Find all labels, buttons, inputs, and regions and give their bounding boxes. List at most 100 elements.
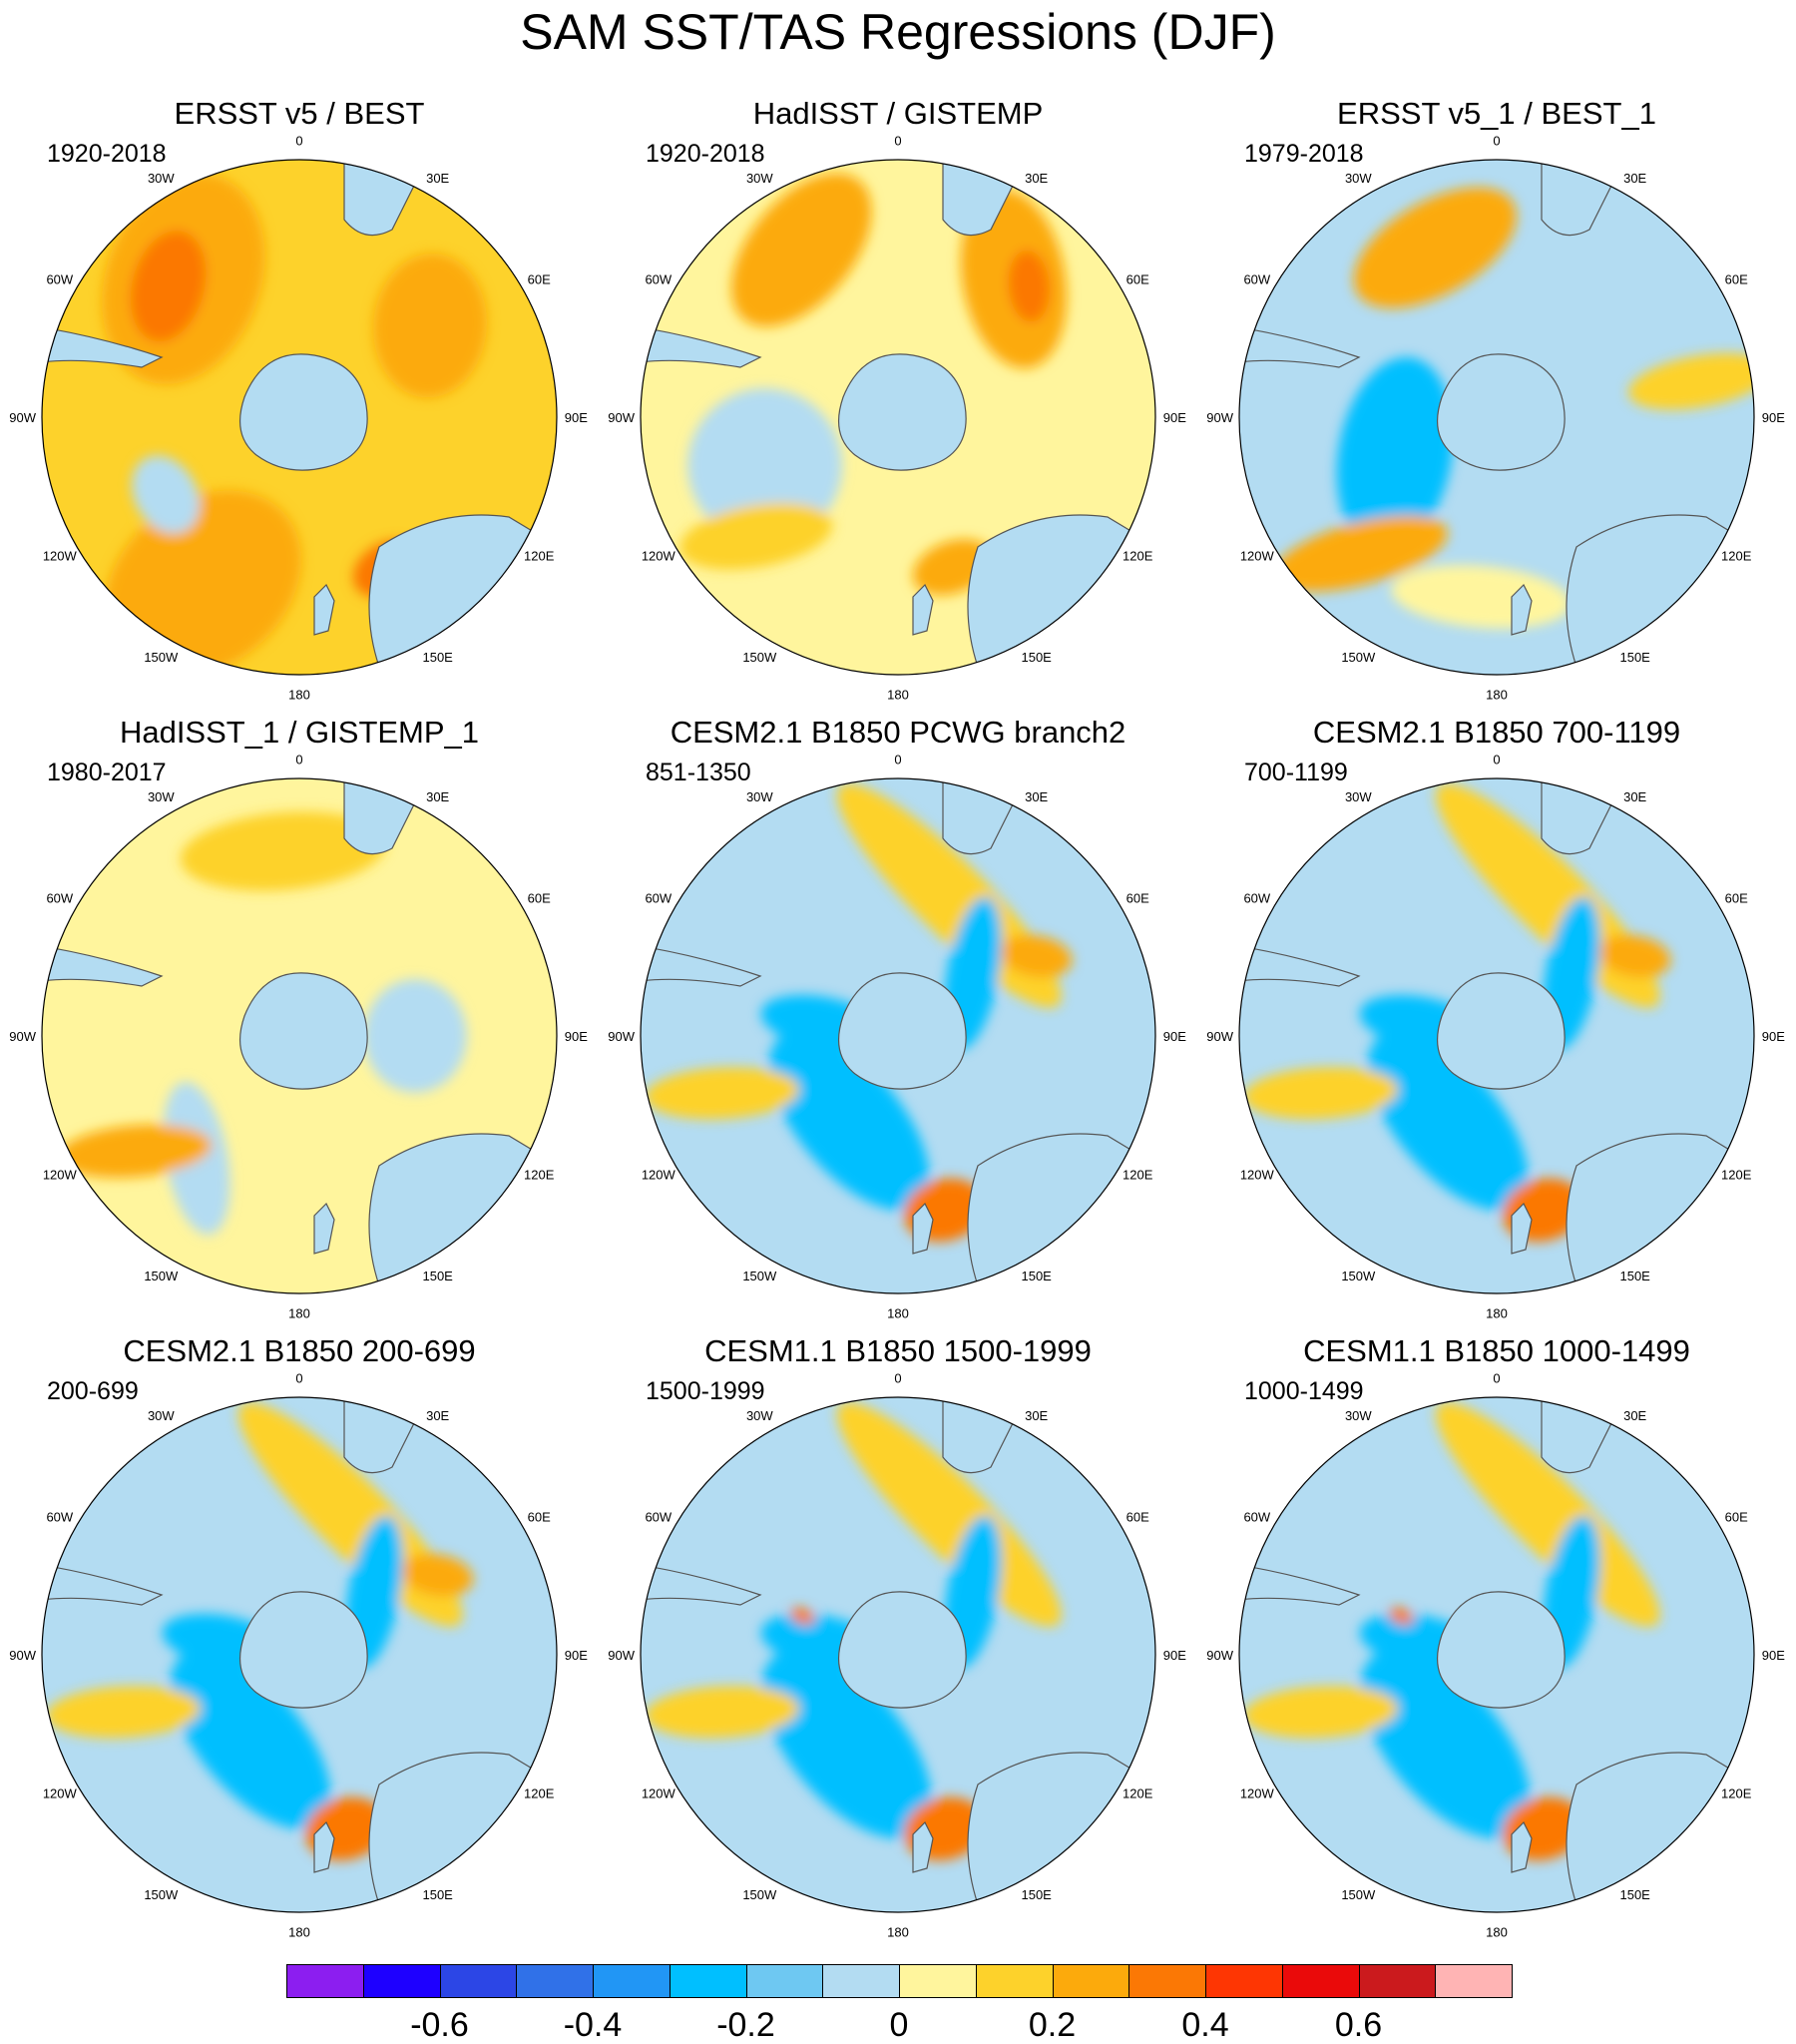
map-panel: 0 30E 60E 90E 120E 150E 180 150W 120W 90W 60W 30W ER… bbox=[0, 95, 599, 714]
longitude-label: 120W bbox=[43, 1168, 78, 1183]
longitude-label: 90W bbox=[9, 410, 36, 425]
colorbar-swatch bbox=[899, 1964, 977, 1998]
anomaly-region bbox=[687, 388, 843, 543]
new-zealand-landmass bbox=[912, 1202, 934, 1255]
longitude-label: 90E bbox=[565, 1648, 588, 1663]
map-border bbox=[640, 777, 1156, 1294]
longitude-label: 120E bbox=[524, 1787, 555, 1801]
panel-period: 1920-2018 bbox=[646, 140, 765, 168]
longitude-label: 120W bbox=[1240, 1787, 1275, 1801]
longitude-label: 30W bbox=[746, 1408, 773, 1423]
panel-period: 1979-2018 bbox=[1244, 140, 1364, 168]
anomaly-region bbox=[1435, 1401, 1660, 1627]
longitude-label: 60E bbox=[1725, 271, 1748, 286]
longitude-label: 30E bbox=[426, 171, 449, 186]
longitude-label: 0 bbox=[295, 1371, 302, 1386]
longitude-label: 30W bbox=[1345, 789, 1372, 804]
longitude-label: 90E bbox=[565, 1029, 588, 1044]
longitude-label: 30E bbox=[1025, 171, 1048, 186]
south-america-landmass bbox=[1239, 326, 1361, 368]
longitude-label: 150W bbox=[742, 1269, 777, 1283]
map-border bbox=[41, 159, 558, 676]
australia-landmass bbox=[967, 1133, 1155, 1293]
longitude-label: 30E bbox=[1623, 171, 1646, 186]
longitude-label: 90E bbox=[1163, 1029, 1186, 1044]
longitude-label: 150E bbox=[1619, 650, 1650, 665]
longitude-label: 60E bbox=[1126, 1509, 1149, 1524]
panel-period: 1920-2018 bbox=[47, 140, 167, 168]
longitude-label: 90W bbox=[608, 1029, 635, 1044]
anomaly-region bbox=[1272, 515, 1448, 592]
longitude-label: 150E bbox=[1021, 650, 1052, 665]
map-panel: 0 30E 60E 90E 120E 150E 180 150W 120W 90W 60W 30W CE… bbox=[599, 714, 1197, 1332]
panel-title: HadISST_1 / GISTEMP_1 bbox=[119, 715, 480, 750]
longitude-label: 90W bbox=[1206, 410, 1233, 425]
longitude-label: 30W bbox=[1345, 171, 1372, 186]
longitude-label: 120E bbox=[1721, 1168, 1752, 1183]
polar-map: 0 30E 60E 90E 120E 150E 180 150W 120W 90W 60W 30W bbox=[608, 753, 1186, 1321]
panel-title: CESM1.1 B1850 1000-1499 bbox=[1303, 1333, 1690, 1368]
new-zealand-landmass bbox=[313, 1820, 335, 1873]
colorbar-tick-label: -0.6 bbox=[410, 2006, 469, 2044]
longitude-label: 120W bbox=[43, 549, 78, 564]
australia-landmass bbox=[967, 1752, 1155, 1912]
anomaly-region bbox=[1353, 187, 1517, 308]
longitude-label: 90W bbox=[608, 1648, 635, 1663]
longitude-label: 180 bbox=[1486, 687, 1508, 702]
longitude-label: 30E bbox=[1025, 1408, 1048, 1423]
anomaly-region bbox=[1367, 1031, 1529, 1211]
south-america-landmass bbox=[1239, 1564, 1361, 1606]
anomaly-region bbox=[58, 1124, 213, 1178]
longitude-label: 30W bbox=[1345, 1408, 1372, 1423]
longitude-label: 180 bbox=[288, 1305, 310, 1320]
colorbar-swatch bbox=[745, 1964, 824, 1998]
anomaly-region bbox=[1243, 1067, 1398, 1120]
australia-landmass bbox=[1566, 514, 1754, 675]
longitude-label: 150E bbox=[422, 650, 453, 665]
longitude-label: 60W bbox=[46, 271, 73, 286]
longitude-label: 60E bbox=[528, 1509, 551, 1524]
longitude-label: 30W bbox=[148, 1408, 175, 1423]
colorbar-tick-label: 0.6 bbox=[1334, 2006, 1383, 2044]
longitude-label: 60E bbox=[528, 890, 551, 905]
antarctica-landmass bbox=[1436, 1591, 1566, 1709]
south-america-landmass bbox=[641, 326, 762, 368]
longitude-label: 180 bbox=[887, 1924, 909, 1939]
colorbar-swatch bbox=[516, 1964, 594, 1998]
australia-landmass bbox=[368, 1133, 557, 1293]
new-zealand-landmass bbox=[1511, 1820, 1533, 1873]
longitude-label: 60W bbox=[1243, 1509, 1270, 1524]
polar-map: 0 30E 60E 90E 120E 150E 180 150W 120W 90W 60W 30W bbox=[608, 134, 1186, 703]
anomaly-region bbox=[373, 254, 487, 398]
longitude-label: 180 bbox=[1486, 1305, 1508, 1320]
antarctica-landmass bbox=[837, 353, 967, 471]
longitude-label: 60E bbox=[1725, 1509, 1748, 1524]
longitude-label: 30W bbox=[148, 789, 175, 804]
new-zealand-landmass bbox=[912, 583, 934, 636]
australia-landmass bbox=[1566, 1133, 1754, 1293]
longitude-label: 30E bbox=[1025, 789, 1048, 804]
map-border bbox=[1238, 777, 1755, 1294]
longitude-label: 180 bbox=[887, 1305, 909, 1320]
longitude-label: 150W bbox=[1341, 650, 1376, 665]
anomaly-region bbox=[170, 1650, 331, 1829]
longitude-label: 60W bbox=[645, 1509, 672, 1524]
colorbar-swatch bbox=[1435, 1964, 1513, 1998]
longitude-label: 60E bbox=[1725, 890, 1748, 905]
longitude-label: 0 bbox=[1493, 134, 1500, 149]
panel-title: ERSST v5 / BEST bbox=[174, 96, 425, 131]
polar-map: 0 30E 60E 90E 120E 150E 180 150W 120W 90W 60W 30W bbox=[608, 1371, 1186, 1940]
anomaly-region bbox=[645, 1067, 799, 1120]
longitude-label: 120W bbox=[1240, 1168, 1275, 1183]
longitude-label: 60W bbox=[46, 890, 73, 905]
longitude-label: 60E bbox=[1126, 271, 1149, 286]
longitude-label: 120E bbox=[1122, 1168, 1153, 1183]
longitude-label: 180 bbox=[887, 687, 909, 702]
panel-title: CESM2.1 B1850 PCWG branch2 bbox=[670, 715, 1126, 750]
anomaly-region bbox=[401, 1553, 474, 1597]
colorbar bbox=[286, 1964, 1513, 2000]
longitude-label: 60W bbox=[46, 1509, 73, 1524]
longitude-label: 30W bbox=[148, 171, 175, 186]
panel-period: 1500-1999 bbox=[646, 1377, 765, 1405]
panel-period: 200-699 bbox=[47, 1377, 139, 1405]
